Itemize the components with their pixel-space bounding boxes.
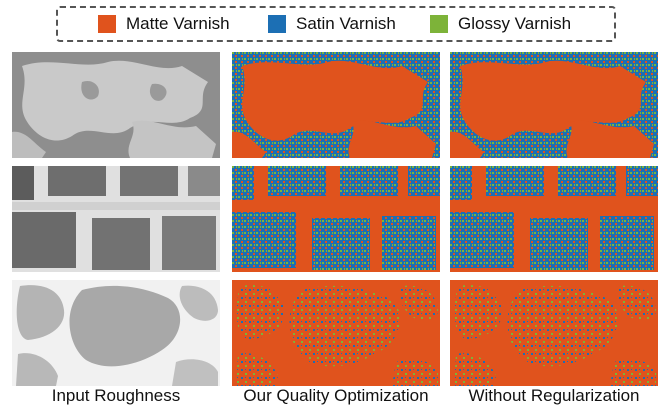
caption-input-roughness: Input Roughness [7,386,225,406]
without-regularization-map-1 [450,52,658,158]
satin-swatch [268,15,286,33]
legend-label-glossy: Glossy Varnish [458,14,571,34]
quality-optimization-map-3 [232,280,440,386]
legend-label-matte: Matte Varnish [126,14,230,34]
input-roughness-image-2 [12,166,220,272]
legend: Matte Varnish Satin Varnish Glossy Varni… [56,6,616,42]
caption-without-regularization: Without Regularization [445,386,663,406]
input-roughness-image-3 [12,280,220,386]
without-regularization-map-3 [450,280,658,386]
legend-item-satin: Satin Varnish [268,8,396,40]
without-regularization-map-2 [450,166,658,272]
glossy-swatch [430,15,448,33]
legend-label-satin: Satin Varnish [296,14,396,34]
legend-item-matte: Matte Varnish [98,8,230,40]
matte-swatch [98,15,116,33]
caption-quality-optimization: Our Quality Optimization [227,386,445,406]
legend-item-glossy: Glossy Varnish [430,8,571,40]
input-roughness-image-1 [12,52,220,158]
quality-optimization-map-1 [232,52,440,158]
quality-optimization-map-2 [232,166,440,272]
